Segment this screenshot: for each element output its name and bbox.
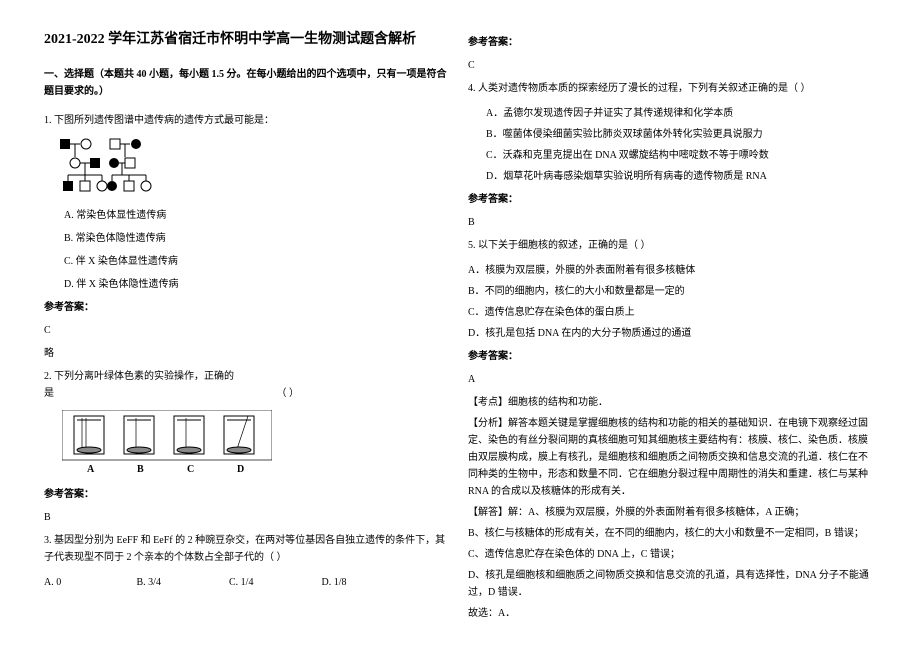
answer-4: B xyxy=(468,214,876,231)
solve-a: 【解答】解：A、核膜为双层膜，外膜的外表面附着有很多核糖体，A 正确； xyxy=(468,504,876,521)
q5-option-c: C．遗传信息贮存在染色体的蛋白质上 xyxy=(468,304,876,321)
q5-option-a: A．核膜为双层膜，外膜的外表面附着有很多核糖体 xyxy=(468,262,876,279)
answer-2: B xyxy=(44,509,452,526)
q2-text-b: 是 xyxy=(44,388,54,399)
q1-option-c: C. 伴 X 染色体显性遗传病 xyxy=(64,253,452,270)
q2-text-a: 2. 下列分离叶绿体色素的实验操作，正确的 xyxy=(44,371,234,382)
q1-option-d: D. 伴 X 染色体隐性遗传病 xyxy=(64,276,452,293)
question-4: 4. 人类对遗传物质本质的探索经历了漫长的过程，下列有关叙述正确的是（ ） xyxy=(468,80,876,97)
q4-option-b: B．噬菌体侵染细菌实验比肺炎双球菌体外转化实验更具说服力 xyxy=(468,126,876,143)
question-5: 5. 以下关于细胞核的叙述，正确的是（ ） xyxy=(468,237,876,254)
q2-paren: （ ） xyxy=(277,388,300,399)
q5-option-d: D．核孔是包括 DNA 在内的大分子物质通过的通道 xyxy=(468,325,876,342)
answer-label-3: 参考答案： xyxy=(468,34,876,51)
q4-option-a: A．孟德尔发现遗传因子并证实了其传递规律和化学本质 xyxy=(468,105,876,122)
tube-label-a: A xyxy=(87,464,95,474)
pedigree-diagram xyxy=(56,137,452,197)
answer-1-note: 略 xyxy=(44,345,452,362)
q3-option-d: D. 1/8 xyxy=(322,574,412,591)
tube-label-c: C xyxy=(187,464,194,474)
answer-3: C xyxy=(468,57,876,74)
answer-label-4: 参考答案： xyxy=(468,191,876,208)
solve-d: D、核孔是细胞核和细胞质之间物质交换和信息交流的孔道，具有选择性，DNA 分子不… xyxy=(468,567,876,601)
section-1-heading: 一、选择题（本题共 40 小题，每小题 1.5 分。在每小题给出的四个选项中，只… xyxy=(44,66,452,100)
q5-option-b: B．不同的细胞内，核仁的大小和数量都是一定的 xyxy=(468,283,876,300)
answer-label-5: 参考答案： xyxy=(468,348,876,365)
answer-label-2: 参考答案： xyxy=(44,486,452,503)
answer-1: C xyxy=(44,322,452,339)
question-3: 3. 基因型分别为 EeFF 和 EeFf 的 2 种豌豆杂交，在两对等位基因各… xyxy=(44,532,452,566)
tube-label-b: B xyxy=(137,464,144,474)
test-tube-diagram: A B C D xyxy=(62,410,452,480)
question-1: 1. 下图所列遗传图谱中遗传病的遗传方式最可能是： xyxy=(44,112,452,129)
analysis: 【分析】解答本题关键是掌握细胞核的结构和功能的相关的基础知识．在电镜下观察经过固… xyxy=(468,415,876,500)
q3-options: A. 0 B. 3/4 C. 1/4 D. 1/8 xyxy=(44,574,452,591)
right-column: 参考答案： C 4. 人类对遗传物质本质的探索经历了漫长的过程，下列有关叙述正确… xyxy=(460,28,884,641)
solve-c: C、遗传信息贮存在染色体的 DNA 上，C 错误； xyxy=(468,546,876,563)
doc-title: 2021-2022 学年江苏省宿迁市怀明中学高一生物测试题含解析 xyxy=(44,28,452,52)
left-column: 2021-2022 学年江苏省宿迁市怀明中学高一生物测试题含解析 一、选择题（本… xyxy=(36,28,460,641)
therefore: 故选：A． xyxy=(468,605,876,622)
q1-option-a: A. 常染色体显性遗传病 xyxy=(64,207,452,224)
q1-option-b: B. 常染色体隐性遗传病 xyxy=(64,230,452,247)
tube-label-d: D xyxy=(237,464,244,474)
q3-option-a: A. 0 xyxy=(44,574,134,591)
question-2: 2. 下列分离叶绿体色素的实验操作，正确的 是 （ ） xyxy=(44,368,452,402)
solve-b: B、核仁与核糖体的形成有关，在不同的细胞内，核仁的大小和数量不一定相同，B 错误… xyxy=(468,525,876,542)
answer-label-1: 参考答案： xyxy=(44,299,452,316)
answer-5: A xyxy=(468,371,876,388)
q3-option-c: C. 1/4 xyxy=(229,574,319,591)
q4-option-d: D．烟草花叶病毒感染烟草实验说明所有病毒的遗传物质是 RNA xyxy=(468,168,876,185)
q3-option-b: B. 3/4 xyxy=(137,574,227,591)
exam-point: 【考点】细胞核的结构和功能． xyxy=(468,394,876,411)
q4-option-c: C．沃森和克里克提出在 DNA 双螺旋结构中嘧啶数不等于嘌呤数 xyxy=(468,147,876,164)
